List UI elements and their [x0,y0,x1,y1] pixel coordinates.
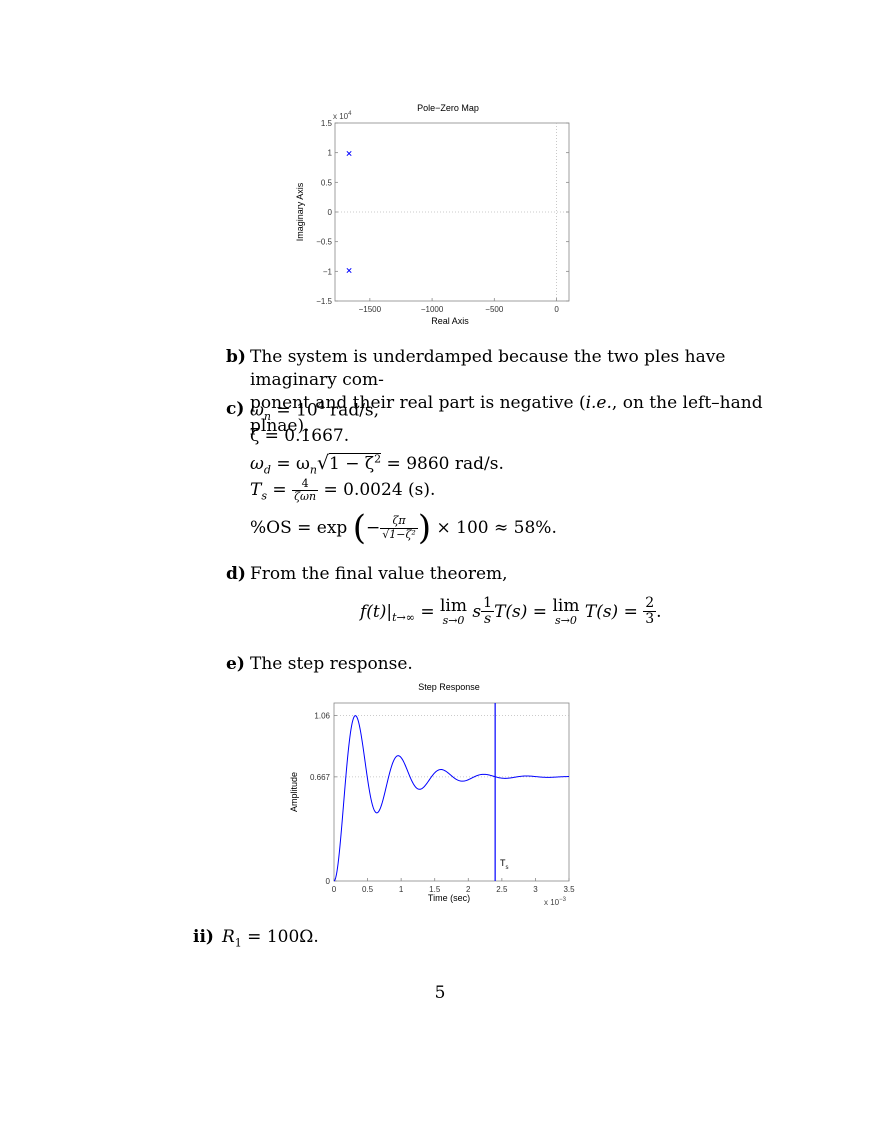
sr-xtick-label: 3.5 [563,885,575,894]
sr-plot-area [333,702,570,882]
pz-pole-marker [346,267,352,274]
sr-exponent: x 10−3 [544,897,567,907]
item-b-line2: ponent and their real part is negative (… [250,392,763,436]
item-b-label: b) [226,347,246,367]
eq-wn: ωn = 104 rad/s, [250,399,380,424]
pole-zero-map: Pole−Zero Map x 104 −1500 −1000 −500 0 1.5 1 0… [295,103,570,326]
eq-final-value: f(t)|t→∞ = lim s→0 s 1 s T(s) = lim s→0 T(s) … [360,595,662,628]
pz-ylabel: Imaginary Axis [295,182,305,241]
item-d-label: d) [226,564,246,584]
sr-xtick-label: 2 [466,885,471,894]
sr-xtick-label: 1.5 [429,885,441,894]
item-c-label: c) [226,399,245,419]
pz-pole-marker [346,150,352,157]
sr-ytick-label: 0.667 [310,773,331,782]
sr-xlabel: Time (sec) [428,893,470,903]
pz-ytick-label: 0 [328,208,333,217]
pz-xlabel: Real Axis [431,316,469,326]
item-e-text: The step response. [250,654,413,674]
sr-xtick-label: 0.5 [362,885,374,894]
sr-ytick-label: 0 [326,877,331,886]
sr-response-line [333,715,570,882]
pz-title: Pole−Zero Map [417,103,479,113]
item-b-line1: The system is underdamped because the tw… [250,347,726,390]
pz-ytick-label: 1 [328,149,333,158]
eq-zeta: ζ = 0.1667. [250,426,350,446]
item-b: b) The system is underdamped because the… [226,346,766,438]
eq-ts: Ts = 4 ζωn = 0.0024 (s). [250,477,436,504]
pz-xtick-label: 0 [554,305,559,314]
sr-ytick-label: 1.06 [314,711,330,720]
sr-xtick-label: 0 [332,885,337,894]
sr-ylabel: Amplitude [289,772,299,812]
pz-xtick-label: −500 [485,305,504,314]
sr-xtick-label: 2.5 [496,885,508,894]
pz-ytick-label: 0.5 [321,178,333,187]
item-d-text: From the final value theorem, [250,564,508,584]
page-number: 5 [434,983,446,1003]
step-response-chart: Step Response 0 0.5 1 1.5 2 2.5 3 3.5 0 0.667 1.06… [289,682,575,907]
pz-xtick-label: −1500 [359,305,382,314]
pz-ytick-label: 1.5 [321,119,333,128]
sr-ts-label: Ts [500,858,509,871]
pz-ytick-label: −1.5 [316,297,332,306]
item-ii: ii) R1 = 100Ω. [193,927,319,950]
pz-ytick-label: −0.5 [316,238,332,247]
eq-overshoot: %OS = exp (− ζπ √1−ζ²) × 100 ≈ 58%. [250,508,557,548]
sr-xtick-label: 3 [533,885,538,894]
pz-ytick-label: −1 [323,267,333,276]
pz-xtick-label: −1000 [421,305,444,314]
item-e-label: e) [226,654,245,674]
sr-title: Step Response [418,682,480,692]
sr-xtick-label: 1 [399,885,404,894]
pz-exponent: x 104 [333,111,352,121]
eq-wd: ωd = ωn√1 − ζ2 = 9860 rad/s. [250,452,504,477]
